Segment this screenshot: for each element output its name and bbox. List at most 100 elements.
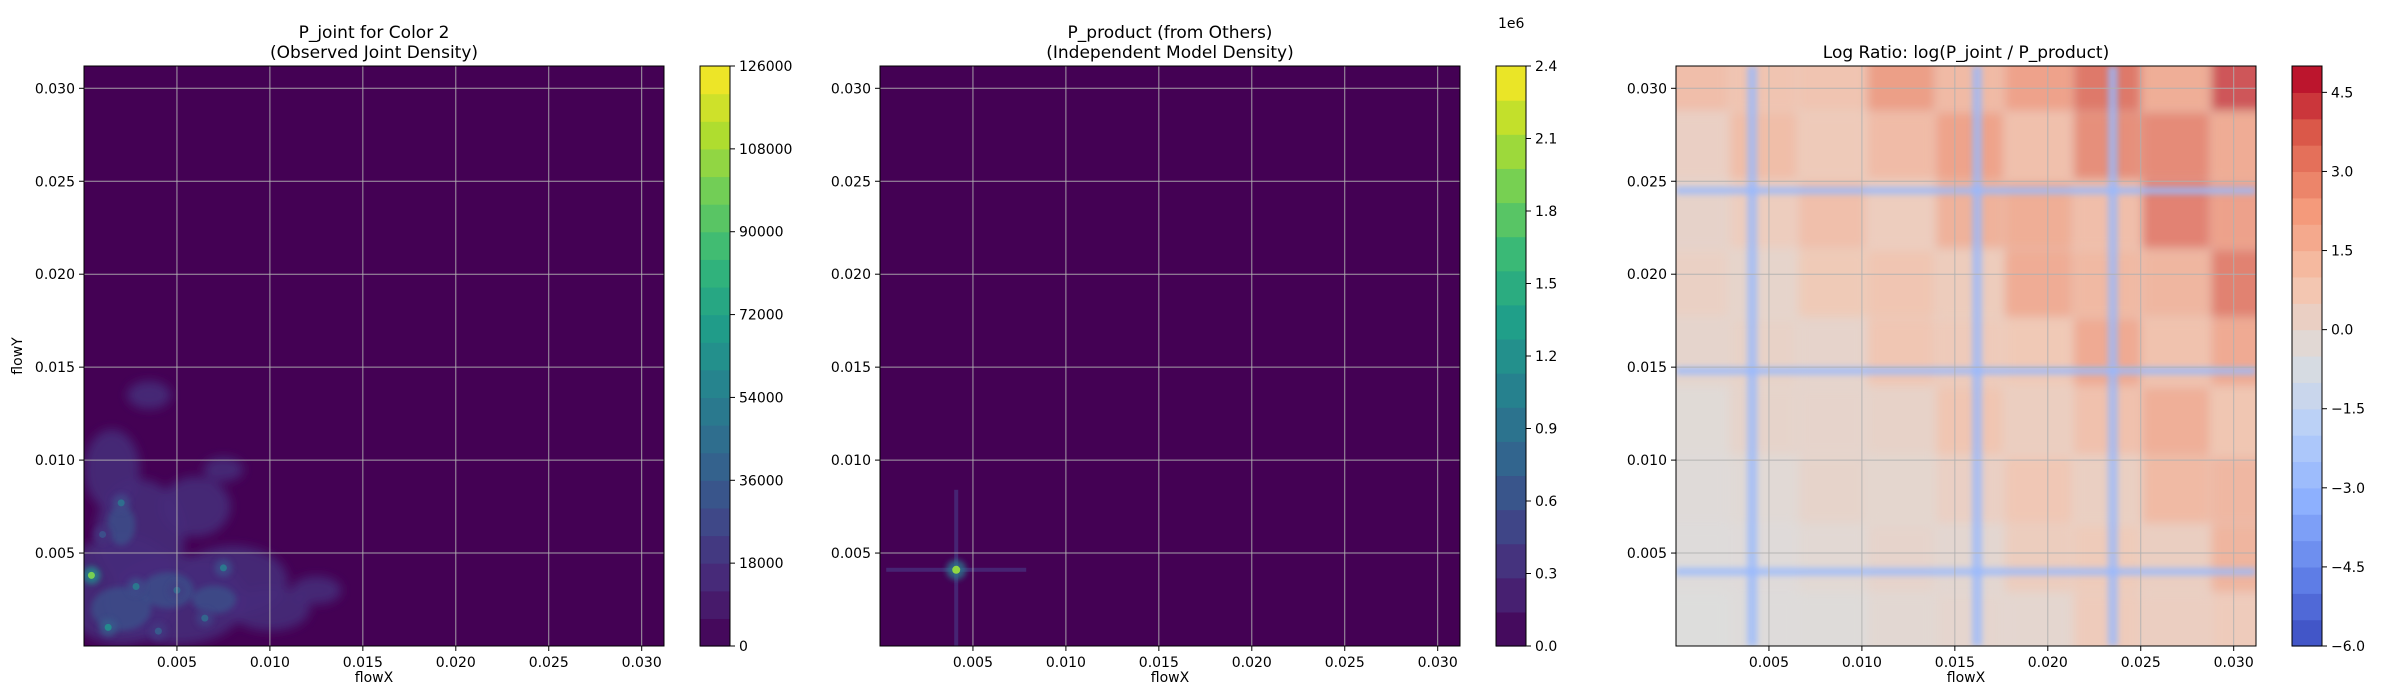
density-blob [291, 576, 342, 605]
colorbar-tick-label: 3.0 [2331, 164, 2353, 180]
x-axis-label: flowX [1947, 670, 1986, 686]
colorbar-segment [1496, 202, 1526, 238]
x-tick-label: 0.010 [1046, 655, 1086, 671]
ratio-cell [2210, 249, 2256, 318]
y-tick-label: 0.025 [1627, 174, 1667, 190]
ratio-cell [1729, 111, 1798, 180]
panel-product-density: P_product (from Others) (Independent Mod… [831, 16, 1557, 686]
chart-title-line2: (Independent Model Density) [1046, 43, 1294, 63]
colorbar-segment [700, 369, 730, 399]
hotspot [87, 571, 95, 579]
colorbar-tick-label: 54000 [739, 390, 784, 406]
colorbar-tick-label: 18000 [739, 556, 784, 572]
cold-line-vertical [2107, 66, 2118, 646]
y-tick-label: 0.030 [1627, 81, 1667, 97]
colorbar-tick-label: 0.6 [1535, 494, 1557, 510]
y-tick-label: 0.010 [831, 453, 871, 469]
colorbar-segment [1496, 509, 1526, 545]
y-tick-label: 0.005 [1627, 546, 1667, 562]
colorbar-tick-label: −4.5 [2331, 560, 2365, 576]
x-tick-label: 0.025 [1325, 655, 1365, 671]
ratio-cell [2004, 455, 2073, 524]
density-blob [160, 476, 231, 537]
density-layer [886, 489, 1027, 646]
heatmap-background [880, 66, 1460, 646]
colorbar-segment [1496, 611, 1526, 647]
hotspot [154, 627, 162, 635]
cold-line-group [1676, 66, 2256, 646]
colorbar-segment [1496, 373, 1526, 408]
chart-title: Log Ratio: log(P_joint / P_product) [1823, 43, 2109, 63]
ratio-cell [2004, 593, 2073, 646]
heatmap-area [84, 66, 664, 646]
colorbar-segment [2292, 145, 2322, 173]
ratio-cell [2073, 318, 2142, 387]
ratio-cell [1935, 455, 2004, 524]
ratio-cell [2004, 249, 2073, 318]
hotspot [99, 530, 107, 538]
y-tick-label: 0.020 [1627, 267, 1667, 283]
ratio-cell [1676, 387, 1729, 456]
chart-title-line1: P_joint for Color 2 [299, 23, 450, 43]
axis-ticks: 0.005 0.010 0.015 0.020 0.025 0.030 0.005 0.010… [831, 81, 1458, 671]
colorbar-segment [1496, 338, 1526, 374]
colorbar-segment [1496, 577, 1526, 613]
colorbar-segment [700, 425, 730, 454]
ratio-cell [2142, 593, 2211, 646]
colorbar-segment [700, 480, 730, 509]
density-blob [107, 505, 136, 546]
ratio-cell [1935, 111, 2004, 180]
ratio-cell [1935, 249, 2004, 318]
ratio-cell [1676, 455, 1729, 524]
colorbar-segment [700, 148, 730, 178]
colorbar-segment [2292, 593, 2322, 621]
y-tick-label: 0.015 [35, 360, 75, 376]
y-tick-label: 0.030 [35, 81, 75, 97]
ratio-layer [1676, 66, 2256, 646]
colorbar-segment [700, 563, 730, 592]
ratio-cell [2210, 111, 2256, 180]
colorbar-segment [2292, 92, 2322, 120]
ratio-cell [2073, 455, 2142, 524]
y-tick-label: 0.020 [831, 267, 871, 283]
x-tick-label: 0.010 [250, 655, 290, 671]
ratio-cell [2142, 387, 2211, 456]
cold-line-horizontal [1676, 567, 2256, 576]
ratio-cell [2210, 318, 2256, 387]
x-tick-label: 0.030 [1418, 655, 1458, 671]
ratio-cell [1935, 387, 2004, 456]
ratio-cell [2004, 524, 2073, 593]
x-axis-label: flowX [355, 670, 394, 686]
axis-ticks: 0.005 0.010 0.015 0.020 0.025 0.030 0.005 0.010… [1627, 81, 2254, 671]
colorbar-tick-label: 90000 [739, 225, 784, 241]
colorbar-segment [700, 286, 730, 316]
ratio-cell [1676, 249, 1729, 318]
colorbar-segment [700, 66, 730, 95]
colorbar-segment [1496, 304, 1526, 340]
colorbar-segment [2292, 435, 2322, 463]
colorbar-frame [2291, 65, 2323, 647]
density-mid-group [91, 505, 237, 631]
axis-ticks: 0.005 0.010 0.015 0.020 0.025 0.030 0.005 0.010… [35, 81, 662, 671]
colorbar-segment [2292, 566, 2322, 594]
colorbar: −6.0 −4.5 −3.0 −1.5 0.0 1.5 3.0 4.5 [2291, 65, 2365, 655]
y-tick-label: 0.030 [831, 81, 871, 97]
chart-title-line1: P_product (from Others) [1068, 23, 1273, 43]
ratio-cell [2004, 387, 2073, 456]
colorbar-segment [2292, 382, 2322, 410]
colorbar-tick-label: −3.0 [2331, 481, 2365, 497]
x-tick-label: 0.025 [2121, 655, 2161, 671]
x-tick-label: 0.020 [2028, 655, 2068, 671]
ratio-cell [1729, 249, 1798, 318]
x-tick-label: 0.020 [1232, 655, 1272, 671]
ratio-cell [1935, 524, 2004, 593]
ratio-cell [1798, 455, 1867, 524]
hotspot [104, 623, 112, 631]
colorbar-segment [700, 397, 730, 426]
hotspot [132, 583, 140, 591]
ratio-cell [1729, 593, 1798, 646]
ratio-cell [1866, 318, 1935, 387]
y-tick-label: 0.025 [35, 174, 75, 190]
colorbar-segment [2292, 171, 2322, 199]
colorbar-segment [1496, 168, 1526, 204]
